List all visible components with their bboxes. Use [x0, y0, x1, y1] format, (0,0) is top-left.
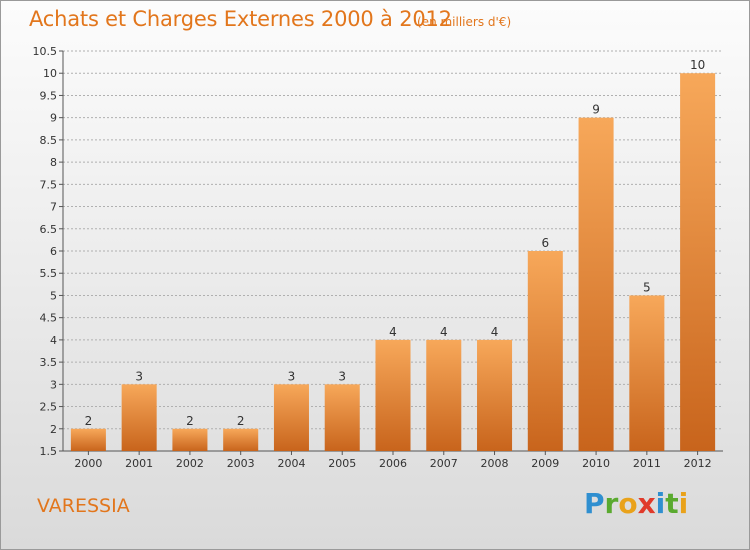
logo-letter: i: [678, 487, 689, 520]
x-tick-label: 2005: [328, 457, 356, 470]
logo-letter: t: [665, 487, 679, 520]
y-tick-label: 10.5: [33, 45, 58, 58]
data-label: 2: [85, 414, 93, 428]
y-tick-label: 1.5: [40, 445, 58, 458]
x-tick-labels: 2000 2001 2002 2003 2004 2005 2006 2007 2008 2009…: [74, 457, 711, 470]
x-tick-label: 2004: [277, 457, 305, 470]
y-tick-label: 5.5: [40, 267, 58, 280]
y-tick-label: 3.5: [40, 356, 58, 369]
bar: [324, 384, 360, 451]
y-tick-label: 5: [50, 289, 57, 302]
data-label: 4: [389, 325, 397, 339]
y-tick-label: 2.5: [40, 401, 58, 414]
data-label: 4: [491, 325, 499, 339]
x-tick-label: 2003: [227, 457, 255, 470]
data-label: 3: [338, 369, 346, 383]
data-label: 9: [592, 103, 600, 117]
y-tick-label: 7.5: [40, 178, 58, 191]
y-tick-label: 3: [50, 378, 57, 391]
x-tick-label: 2007: [430, 457, 458, 470]
data-label: 4: [440, 325, 448, 339]
y-tick-label: 4.5: [40, 312, 58, 325]
y-tick-label: 9.5: [40, 89, 58, 102]
data-label: 2: [186, 414, 194, 428]
chart-subtitle: (en milliers d'€): [417, 15, 512, 29]
data-label: 2: [237, 414, 245, 428]
x-tick-label: 2009: [531, 457, 559, 470]
y-tick-label: 6: [50, 245, 57, 258]
bar: [629, 295, 665, 451]
bar: [121, 384, 157, 451]
bar: [375, 339, 411, 451]
data-label: 10: [690, 58, 705, 72]
bar: [70, 428, 106, 451]
x-tick-label: 2006: [379, 457, 407, 470]
logo-letter: P: [584, 487, 605, 520]
bar: [223, 428, 259, 451]
data-label: 5: [643, 280, 651, 294]
x-tick-label: 2010: [582, 457, 610, 470]
bar: [477, 339, 513, 451]
bar: [578, 117, 614, 452]
x-tick-label: 2000: [74, 457, 102, 470]
data-labels: 2 3 2 2 3 3 4 4 4 6 9 5 10: [85, 58, 706, 428]
proxiti-logo: Proxiti: [584, 487, 688, 520]
logo-letter: x: [637, 487, 656, 520]
logo-letter: r: [604, 487, 619, 520]
x-tick-label: 2008: [481, 457, 509, 470]
bar: [172, 428, 208, 451]
data-label: 6: [541, 236, 549, 250]
y-tick-label: 9: [50, 112, 57, 125]
bar: [680, 73, 716, 451]
x-tick-label: 2012: [684, 457, 712, 470]
x-tick-label: 2011: [633, 457, 661, 470]
chart-title: Achats et Charges Externes 2000 à 2012: [29, 7, 452, 31]
y-tick-label: 10: [43, 67, 57, 80]
y-tick-label: 4: [50, 334, 57, 347]
data-label: 3: [288, 369, 296, 383]
y-tick-label: 8: [50, 156, 57, 169]
place-name: VARESSIA: [37, 495, 130, 517]
y-tick-label: 7: [50, 201, 57, 214]
x-tick-label: 2002: [176, 457, 204, 470]
y-tick-label: 8.5: [40, 134, 58, 147]
bar: [527, 251, 563, 451]
bar: [426, 339, 462, 451]
x-tick-label: 2001: [125, 457, 153, 470]
y-tick-labels: 1.5 2 2.5 3 3.5 4 4.5 5 5.5 6 6.5 7 7.5 8 8.5 9 9.5 10 10.…: [33, 45, 58, 458]
bars: [70, 73, 716, 452]
logo-letter: i: [655, 487, 666, 520]
data-label: 3: [135, 369, 143, 383]
y-tick-label: 6.5: [40, 223, 58, 236]
y-tick-label: 2: [50, 423, 57, 436]
bar: [273, 384, 309, 451]
logo-letter: o: [618, 487, 638, 520]
